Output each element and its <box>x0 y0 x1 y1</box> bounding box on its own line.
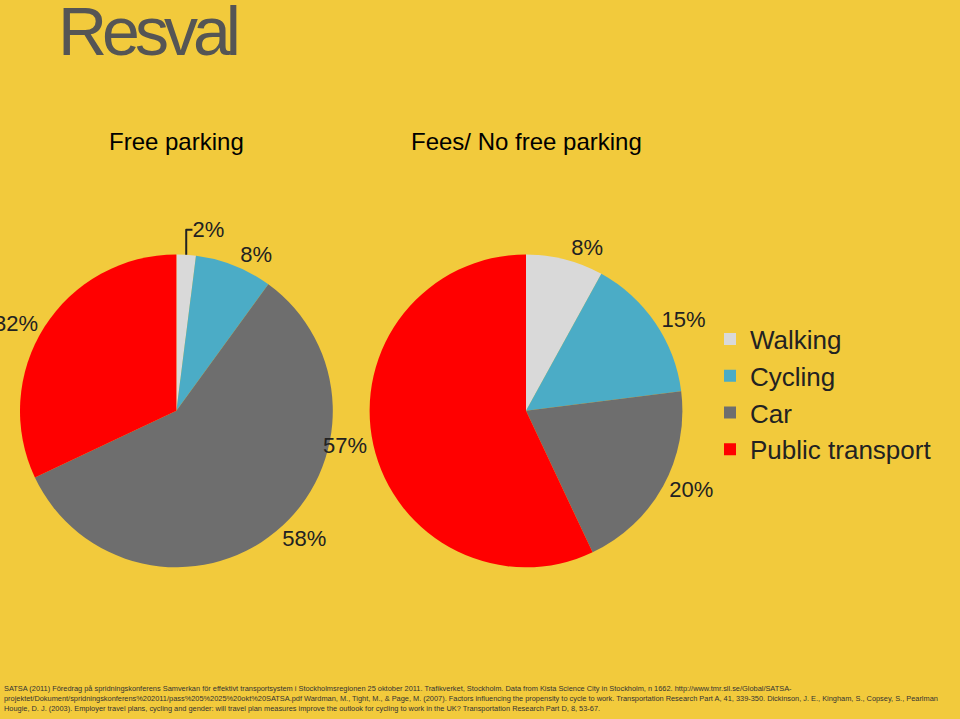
svg-text:Cycling: Cycling <box>750 362 835 392</box>
svg-text:Public transport: Public transport <box>750 435 931 465</box>
svg-text:8%: 8% <box>240 242 272 267</box>
svg-text:15%: 15% <box>662 307 706 332</box>
svg-text:Walking: Walking <box>750 325 842 355</box>
html-text:SATSA (2011) Föredrag på sprid: SATSA (2011) Föredrag på spridningskonfe… <box>4 684 938 713</box>
svg-text:32%: 32% <box>0 311 38 336</box>
svg-text:Fees/ No free parking: Fees/ No free parking <box>411 128 642 155</box>
svg-text:20%: 20% <box>669 477 713 502</box>
svg-text:2%: 2% <box>192 217 224 242</box>
svg-text:57%: 57% <box>323 433 367 458</box>
svg-text:8%: 8% <box>571 235 603 260</box>
svg-text:58%: 58% <box>282 526 326 551</box>
svg-text:Car: Car <box>750 399 792 429</box>
svg-text:Free parking: Free parking <box>109 128 244 155</box>
